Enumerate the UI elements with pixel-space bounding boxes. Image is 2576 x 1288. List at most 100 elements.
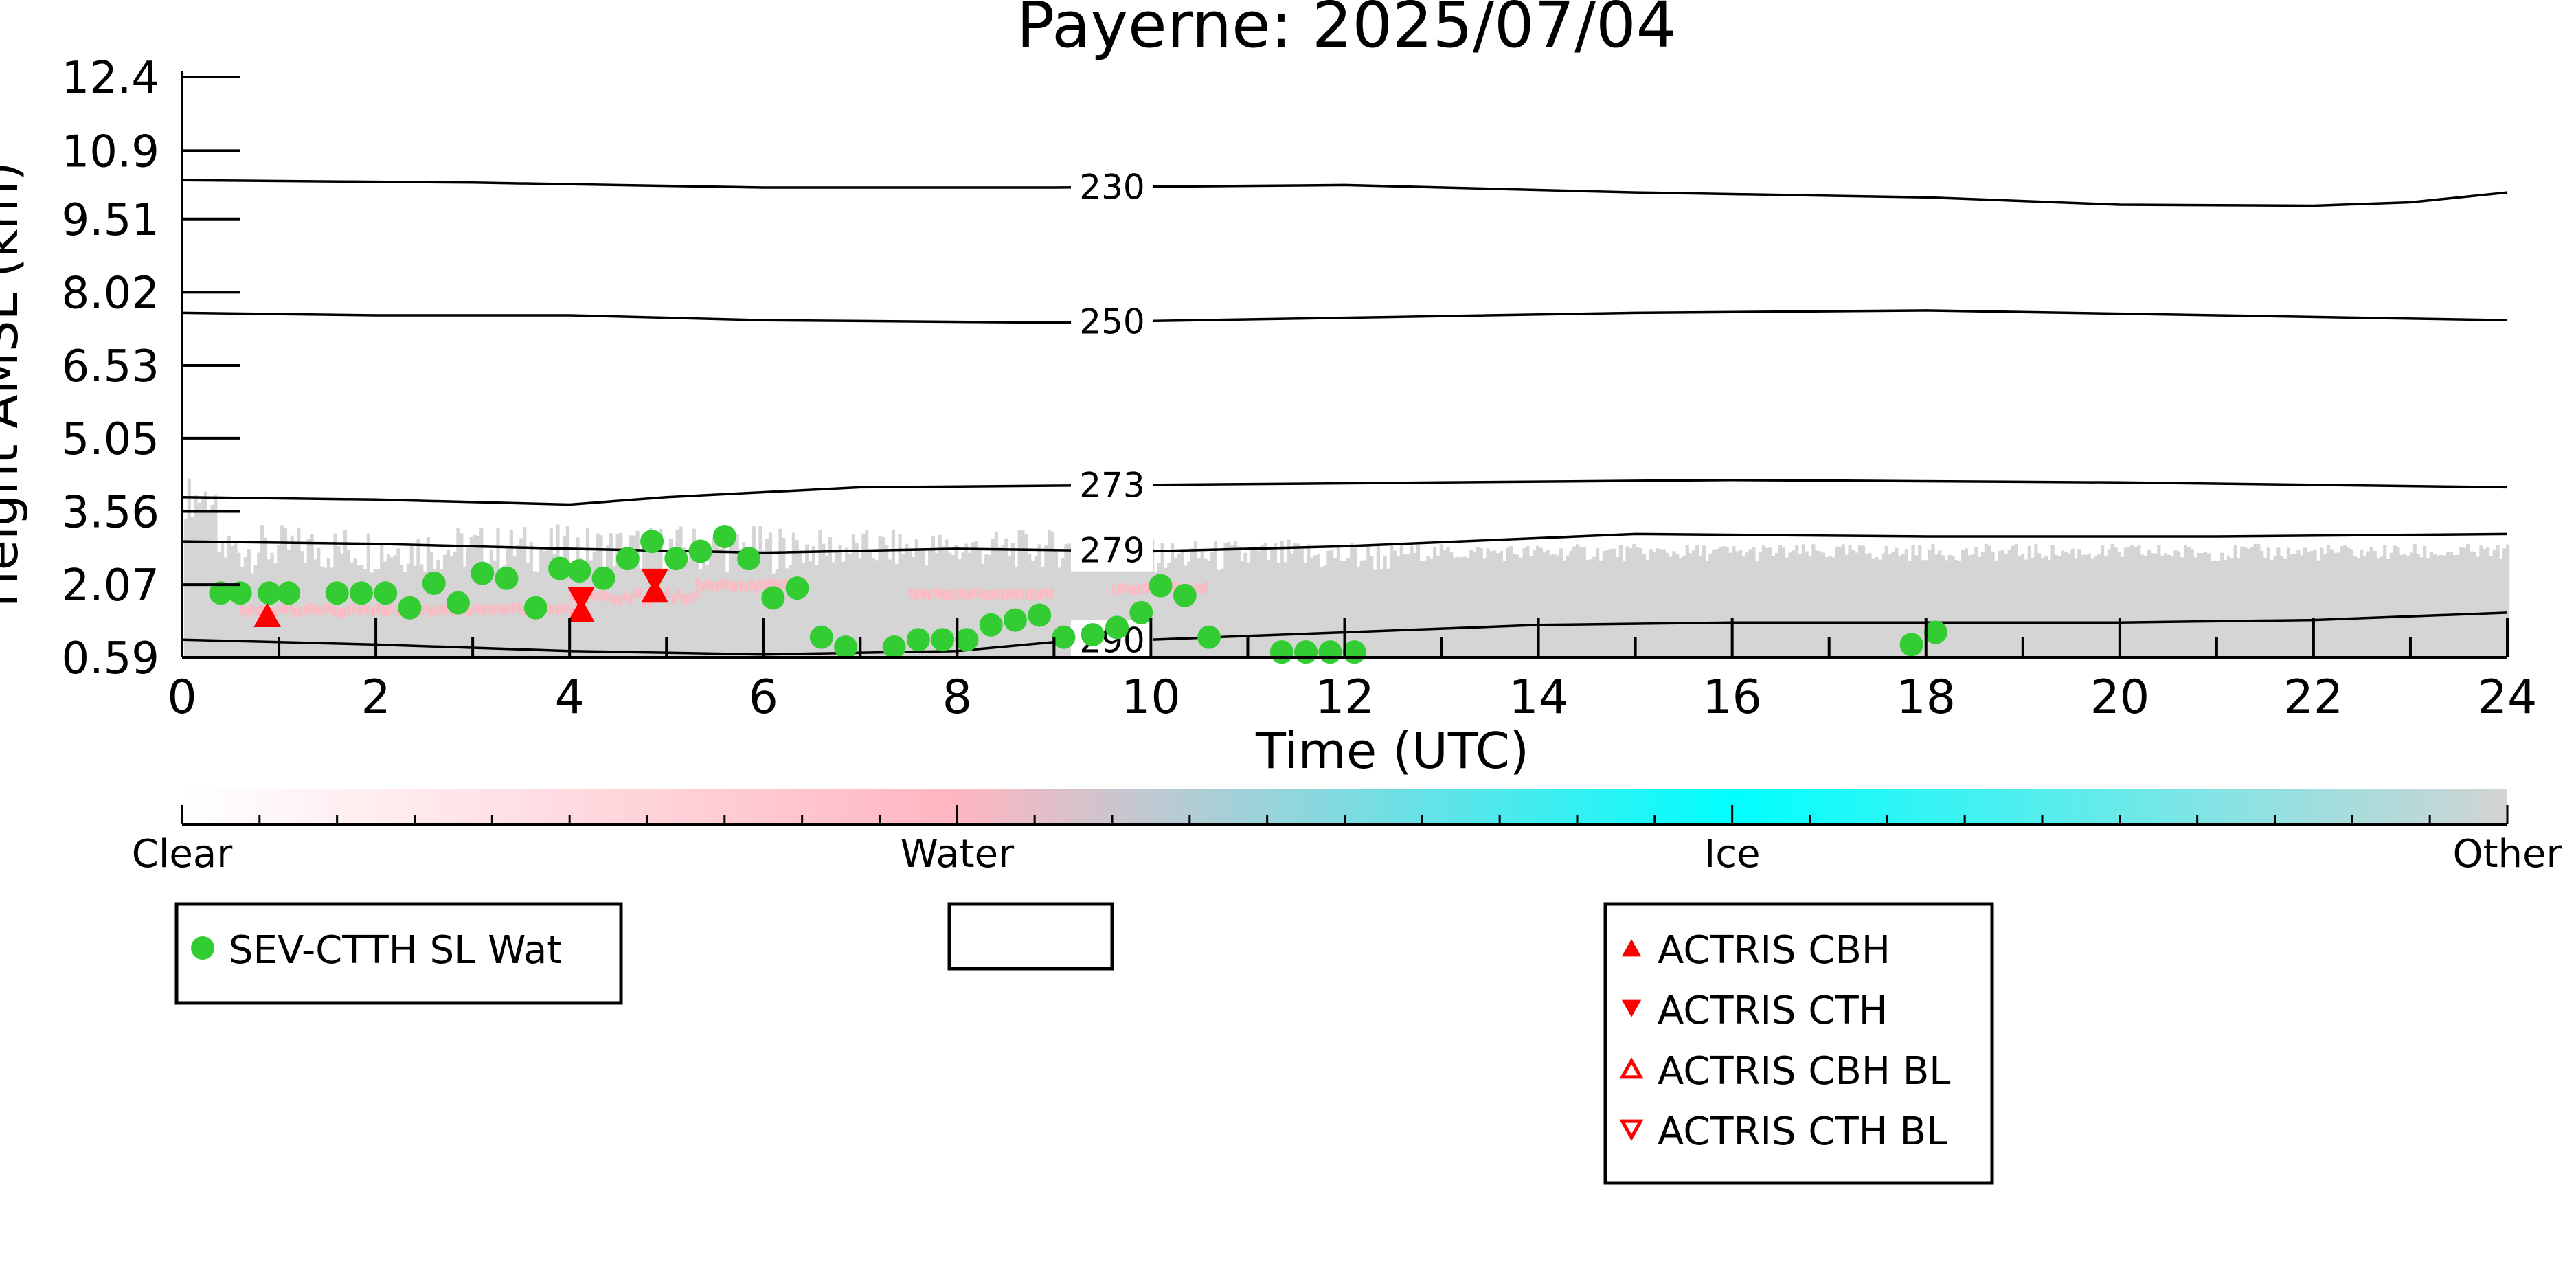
phase-mask-column (1918, 545, 1922, 657)
water-phase-cell (337, 607, 341, 618)
phase-mask-column (1473, 552, 1477, 657)
phase-mask-column (1296, 543, 1300, 657)
phase-mask-column (2197, 553, 2201, 657)
water-phase-cell (501, 606, 506, 616)
phase-mask-column (1008, 556, 1012, 657)
phase-mask-column (2034, 544, 2038, 657)
phase-mask-column (978, 549, 982, 657)
data-point (712, 524, 736, 548)
phase-mask-column (722, 540, 726, 657)
phase-mask-column (805, 544, 809, 657)
phase-mask-column (1625, 546, 1629, 657)
phase-mask-column (785, 568, 789, 657)
x-tick-label: 18 (1896, 670, 1956, 725)
water-phase-cell (986, 590, 991, 600)
phase-mask-column (2369, 546, 2373, 657)
phase-mask-column (662, 572, 666, 657)
water-phase-cell (763, 580, 768, 591)
x-tick-label: 12 (1315, 670, 1375, 725)
water-phase-cell (613, 595, 618, 605)
colorbar-label: Clear (132, 832, 233, 877)
phase-mask-column (519, 538, 523, 657)
phase-mask-column (908, 549, 912, 657)
phase-mask-column (1366, 544, 1370, 657)
data-point (591, 566, 615, 590)
phase-mask-column (1855, 552, 1859, 657)
phase-mask-column (1618, 545, 1623, 657)
phase-mask-column (1044, 545, 1048, 657)
phase-mask-column (606, 545, 610, 657)
water-phase-cell (928, 589, 932, 600)
phase-mask-column (423, 571, 427, 657)
legend-label: ACTRIS CTH BL (1658, 1109, 1947, 1154)
phase-mask-column (1656, 548, 1660, 657)
phase-mask-column (217, 552, 221, 657)
phase-mask-column (383, 561, 387, 657)
phase-mask-column (2286, 547, 2290, 657)
x-tick-label: 4 (555, 670, 585, 725)
water-phase-cell (686, 594, 690, 604)
phase-mask-column (1217, 569, 1221, 657)
phase-mask-column (2496, 545, 2500, 657)
phase-mask-column (1509, 546, 1513, 657)
phase-mask-column (1781, 547, 1785, 657)
phase-mask-column (523, 527, 527, 657)
phase-mask-column (2233, 544, 2237, 657)
phase-mask-column (831, 562, 835, 657)
phase-mask-column (901, 554, 905, 657)
phase-mask-column (1499, 551, 1503, 657)
phase-mask-column (2426, 558, 2430, 657)
phase-mask-column (668, 538, 673, 657)
phase-mask-column (1037, 544, 1041, 657)
phase-mask-column (1801, 544, 1805, 657)
phase-mask-column (2117, 552, 2121, 657)
phase-mask-column (247, 549, 251, 657)
data-point (761, 586, 785, 610)
phase-mask-column (2476, 556, 2480, 657)
phase-mask-column (851, 534, 855, 657)
phase-mask-column (1446, 547, 1450, 657)
phase-mask-column (2110, 544, 2114, 657)
phase-mask-column (1938, 550, 1942, 657)
phase-mask-column (732, 531, 736, 657)
y-tick-label: 0.59 (62, 633, 160, 684)
phase-mask-column (2067, 553, 2071, 657)
phase-mask-column (2449, 552, 2453, 657)
phase-mask-column (1187, 561, 1191, 657)
colorbar-label: Other (2452, 832, 2562, 877)
phase-mask-column (1569, 550, 1573, 657)
phase-mask-column (1333, 558, 1337, 657)
water-phase-cell (758, 578, 763, 589)
phase-mask-column (1881, 553, 1886, 657)
phase-mask-column (1260, 545, 1264, 657)
phase-mask-column (808, 561, 813, 657)
phase-mask-column (2409, 552, 2413, 657)
water-phase-cell (381, 606, 385, 616)
x-tick-label: 6 (749, 670, 778, 725)
water-phase-cell (371, 607, 375, 617)
data-point-marker (641, 568, 669, 594)
phase-mask-column (2160, 555, 2165, 657)
phase-mask-column (1539, 547, 1543, 657)
phase-mask-column (954, 544, 958, 657)
phase-mask-column (1848, 545, 1852, 657)
data-point (495, 566, 519, 590)
phase-mask-column (686, 561, 690, 657)
phase-mask-column (2230, 558, 2234, 657)
phase-mask-column (2393, 545, 2397, 657)
phase-mask-column (1433, 547, 1437, 657)
y-tick-label: 2.07 (62, 561, 160, 611)
data-point (548, 556, 572, 580)
water-phase-cell (719, 579, 724, 589)
phase-mask-column (2300, 555, 2304, 657)
phase-mask-column (1326, 550, 1331, 657)
phase-mask-column (1213, 540, 1218, 657)
phase-mask-column (2130, 545, 2134, 657)
phase-mask-column (1173, 557, 1178, 657)
phase-mask-column (2263, 557, 2268, 657)
phase-mask-column (2349, 549, 2353, 657)
phase-mask-column (626, 552, 630, 657)
phase-mask-column (2137, 545, 2141, 657)
series-sev-ctth-sl-wat (209, 524, 1947, 664)
phase-mask-column (1419, 561, 1423, 657)
